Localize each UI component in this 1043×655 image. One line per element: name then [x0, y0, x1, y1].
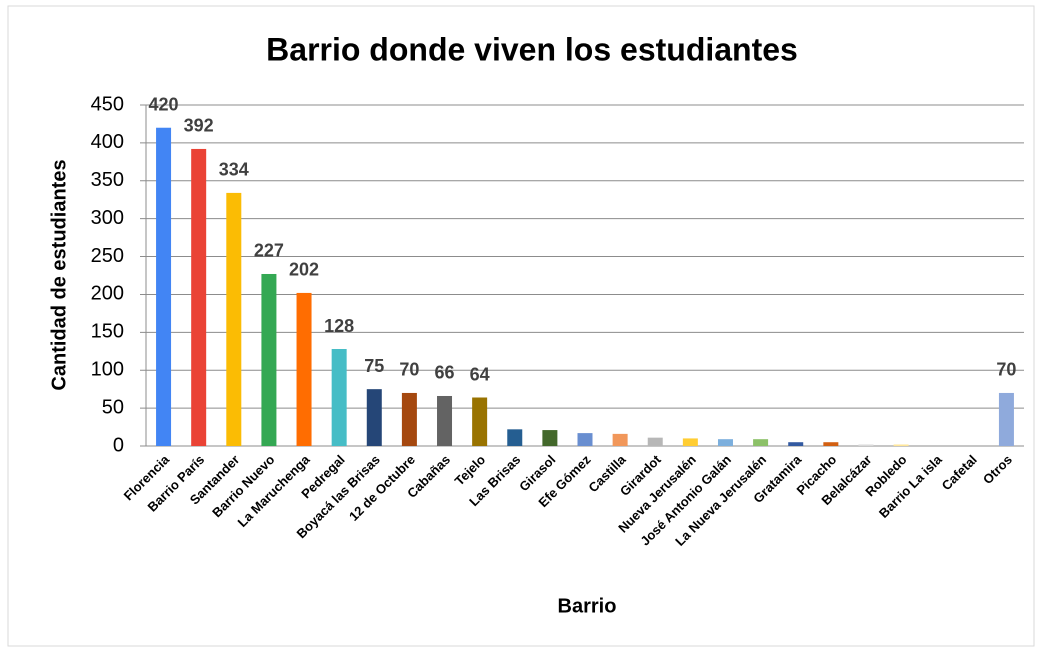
bar	[261, 273, 277, 446]
x-axis-label: Barrio	[558, 595, 617, 617]
bar	[998, 392, 1014, 446]
y-tick-label: 450	[91, 93, 124, 115]
bar	[296, 292, 312, 446]
data-label: 202	[289, 260, 319, 280]
bar	[226, 192, 242, 446]
bar	[577, 433, 593, 446]
data-label: 70	[996, 360, 1016, 380]
y-tick-label: 350	[91, 169, 124, 191]
data-label: 75	[364, 356, 384, 376]
bar	[401, 392, 417, 446]
data-label: 66	[435, 363, 455, 383]
y-tick-label: 100	[91, 359, 124, 381]
y-tick-label: 400	[91, 131, 124, 153]
chart-frame	[7, 5, 1035, 647]
bar	[507, 429, 523, 446]
bar	[753, 439, 769, 446]
bar	[366, 389, 382, 446]
y-tick-label: 200	[91, 283, 124, 305]
data-label: 334	[219, 160, 249, 180]
y-tick-label: 50	[102, 396, 124, 418]
bar	[191, 148, 207, 446]
bar	[823, 442, 839, 446]
bar	[472, 397, 488, 446]
data-label: 128	[324, 316, 354, 336]
bar	[156, 127, 172, 446]
bar	[437, 395, 453, 446]
data-label: 70	[399, 360, 419, 380]
bar	[612, 433, 628, 446]
y-tick-label: 0	[113, 434, 124, 456]
y-tick-label: 150	[91, 321, 124, 343]
bar	[331, 349, 347, 446]
bar	[682, 438, 698, 446]
bar	[788, 442, 804, 446]
data-label: 420	[149, 94, 179, 114]
data-label: 64	[470, 364, 490, 384]
data-label: 392	[184, 116, 214, 136]
bar	[542, 430, 558, 446]
y-axis-label: Cantidad de estudiantes	[48, 159, 70, 390]
chart-title: Barrio donde viven los estudiantes	[266, 31, 798, 67]
bar	[717, 439, 733, 446]
bar	[893, 444, 909, 446]
bar	[858, 444, 874, 446]
y-tick-label: 300	[91, 207, 124, 229]
bar	[647, 437, 663, 446]
y-tick-label: 250	[91, 245, 124, 267]
data-label: 227	[254, 241, 284, 261]
